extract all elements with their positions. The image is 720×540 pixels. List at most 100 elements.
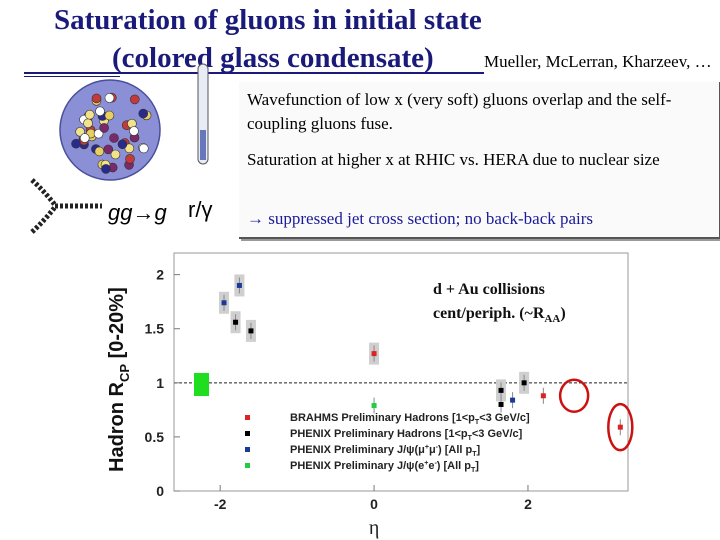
gluon-blob [129, 126, 139, 136]
gluon-blob [138, 143, 149, 154]
data-point [221, 300, 227, 306]
gluon-blob [103, 144, 114, 155]
plot-frame [173, 252, 629, 492]
legend-text: ) [All p [437, 460, 471, 472]
data-point [521, 380, 527, 386]
nucleus-diagram [59, 63, 209, 181]
legend-superscript: - [436, 444, 439, 451]
data-point [540, 393, 546, 399]
normalization-box [194, 373, 209, 396]
y-axis-label-suffix: [0-20%] [106, 287, 128, 364]
legend-subscript: T [472, 451, 477, 458]
gluon-blob [138, 108, 149, 119]
gluon-blob [71, 138, 81, 149]
gluon-blob [95, 106, 105, 117]
gluon-blob [79, 133, 90, 143]
legend-text: ) [All p [438, 444, 472, 456]
legend-text: μ [429, 444, 436, 456]
gluon-blob [129, 94, 140, 105]
gluon-blob [83, 118, 93, 129]
legend-superscript: - [434, 460, 437, 467]
y-tick-label: 1 [156, 375, 164, 391]
legend-text: PHENIX Preliminary J/ψ(e [290, 460, 424, 472]
data-point [498, 401, 504, 407]
title-underline [24, 72, 484, 74]
gluon-blob [84, 109, 95, 120]
annotation-line-1: d + Au collisions [433, 281, 545, 298]
y-axis-label-subscript: CP [117, 364, 132, 382]
legend-marker [245, 447, 250, 452]
y-axis-label: Hadron RCP [0-20%] [106, 287, 132, 472]
contracted-nucleus-core [200, 130, 206, 160]
gluon-line-upper [30, 178, 57, 207]
gluon-line-lower [30, 205, 57, 234]
gluon-blob [125, 154, 135, 164]
data-point [371, 351, 377, 357]
legend-text: <3 GeV/c] [472, 428, 523, 440]
explanation-textbox: Wavefunction of low x (very soft) gluons… [239, 82, 720, 239]
y-tick-label: 2 [156, 267, 164, 283]
x-tick-label: 2 [524, 496, 532, 512]
gluon-blob [109, 133, 119, 143]
gluon-blob [101, 164, 111, 174]
annotation-text: ) [560, 305, 565, 322]
legend-subscript: T [475, 419, 480, 426]
highlight-circle [607, 402, 634, 452]
gluon-blob [104, 93, 115, 103]
legend-text: ] [475, 460, 479, 472]
legend-text: <3 GeV/c] [479, 412, 530, 424]
gluon-blob [93, 128, 104, 139]
authors-credit: Mueller, McLerran, Kharzeev, … [484, 52, 712, 71]
gluon-blob [104, 110, 115, 121]
y-axis-label-main: Hadron R [106, 381, 128, 472]
y-tick-label: 0 [156, 483, 164, 499]
gluon-blob [99, 123, 109, 133]
data-point [617, 424, 623, 430]
legend-entry: PHENIX Preliminary J/ψ(μ+μ-) [All pT] [290, 444, 481, 458]
gluon-fusion-diagram [30, 178, 102, 234]
y-tick-label: 0.5 [145, 429, 165, 445]
bullet-saturation: Saturation at higher x at RHIC vs. HERA … [247, 150, 660, 169]
title-underline-accent [24, 76, 120, 77]
legend-subscript: T [468, 435, 473, 442]
legend-subscript: T [471, 467, 476, 474]
x-axis-label: η [369, 517, 379, 539]
rcp-plot: 0 0.5 1 1.5 2 -2 0 2 η Hadron RCP [0-20%] BRAHMS P… [106, 252, 634, 539]
legend-text: e [428, 460, 434, 472]
legend-superscript: + [425, 444, 429, 451]
x-tick-label: 0 [370, 496, 378, 512]
data-point [236, 282, 242, 288]
nucleus-disk [59, 79, 161, 181]
x-tick-label: -2 [214, 496, 227, 512]
gluon-blob [117, 139, 128, 150]
size-label: r/γ [188, 197, 213, 222]
legend-text: ] [477, 444, 481, 456]
legend-text: BRAHMS Preliminary Hadrons [1<p [290, 412, 475, 424]
highlight-circle [558, 378, 590, 414]
data-point [510, 397, 516, 403]
data-point [371, 403, 377, 409]
annotation-subscript: AA [544, 313, 560, 325]
annotation-text: cent/periph. (~R [433, 305, 545, 322]
legend-superscript: + [424, 460, 428, 467]
gluon-fusion-label: gg→g [108, 200, 167, 225]
slide-title-line-2: (colored glass condensate) [112, 42, 434, 74]
legend-text: PHENIX Preliminary J/ψ(μ [290, 444, 425, 456]
annotation-line-2: cent/periph. (~RAA) [433, 305, 566, 325]
legend-text: PHENIX Preliminary Hadrons [1<p [290, 428, 468, 440]
legend-marker [245, 431, 250, 436]
gluon-blob [110, 149, 121, 160]
data-point [233, 319, 239, 325]
bullet-wavefunction: Wavefunction of low x (very soft) gluons… [247, 90, 672, 133]
bullet-suppressed-jets: → suppressed jet cross section; no back-… [247, 209, 594, 228]
slide-title-line-1: Saturation of gluons in initial state [54, 4, 482, 36]
data-point [498, 387, 504, 393]
legend-entry: PHENIX Preliminary Hadrons [1<pT<3 GeV/c… [290, 428, 523, 442]
legend-entry: BRAHMS Preliminary Hadrons [1<pT<3 GeV/c… [290, 412, 530, 426]
legend-marker [245, 463, 250, 468]
y-tick-label: 1.5 [145, 321, 165, 337]
gluon-blob [91, 93, 102, 104]
gluon-cloud [71, 92, 152, 174]
legend-marker [245, 415, 250, 420]
